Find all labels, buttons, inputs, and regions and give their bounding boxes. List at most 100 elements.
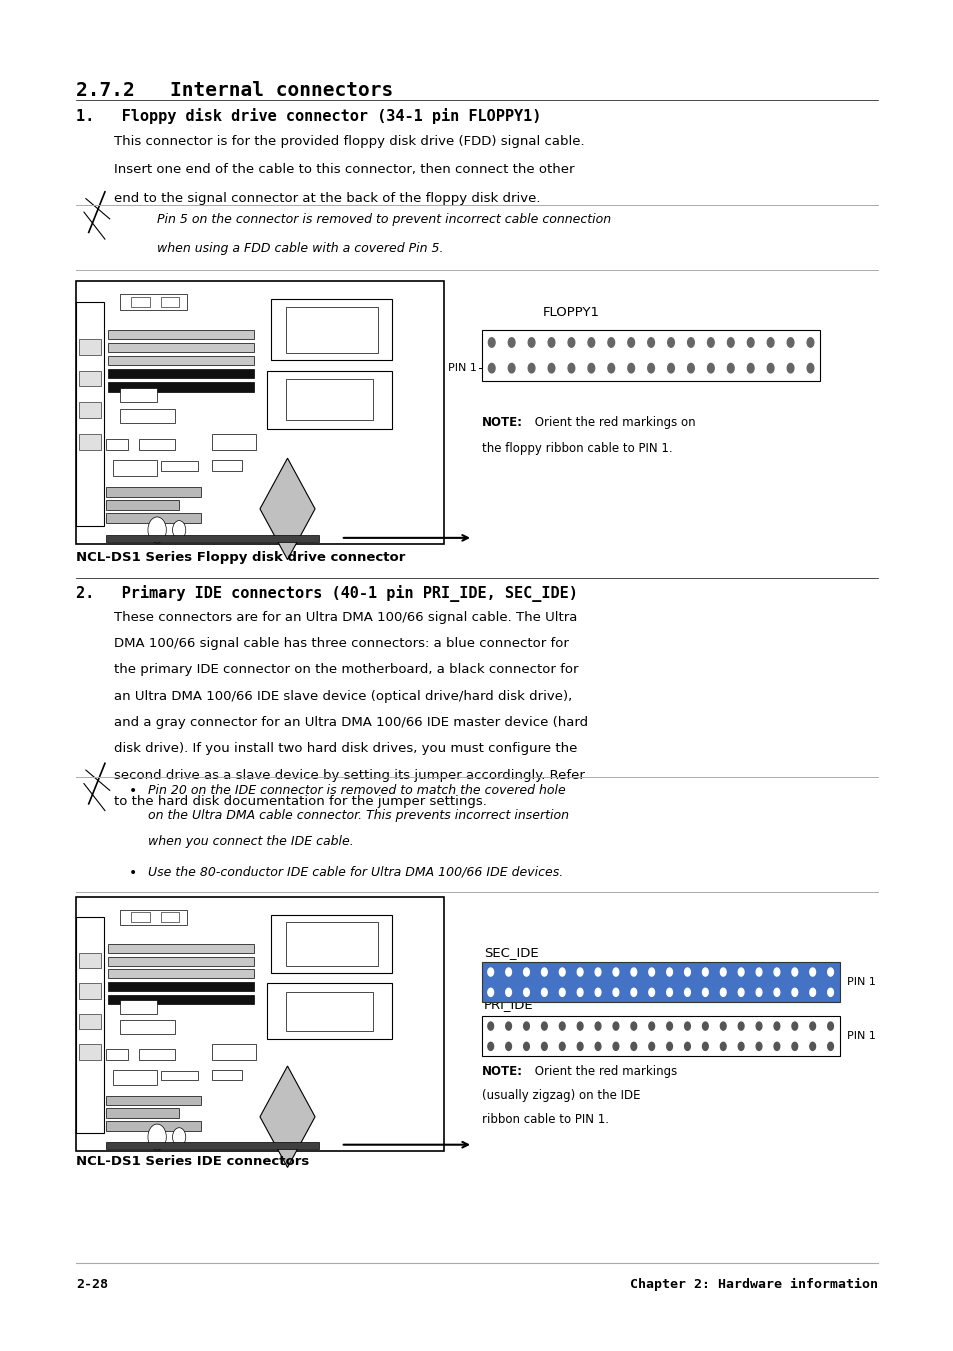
Text: disk drive). If you install two hard disk drives, you must configure the: disk drive). If you install two hard dis… bbox=[114, 742, 578, 755]
Bar bbox=[108, 357, 254, 365]
Text: ribbon cable to PIN 1.: ribbon cable to PIN 1. bbox=[481, 1113, 608, 1127]
Polygon shape bbox=[259, 1066, 314, 1167]
Circle shape bbox=[567, 363, 574, 373]
Circle shape bbox=[577, 1043, 582, 1051]
Circle shape bbox=[667, 338, 674, 347]
Circle shape bbox=[773, 1021, 779, 1029]
Circle shape bbox=[172, 520, 186, 539]
Bar bbox=[106, 1121, 201, 1131]
Circle shape bbox=[707, 338, 714, 347]
Bar bbox=[79, 434, 101, 450]
Bar bbox=[76, 303, 104, 526]
Circle shape bbox=[791, 989, 797, 997]
Circle shape bbox=[684, 1021, 690, 1029]
Bar bbox=[79, 403, 101, 417]
Bar bbox=[271, 915, 392, 973]
Circle shape bbox=[773, 1043, 779, 1051]
Circle shape bbox=[487, 967, 493, 975]
Circle shape bbox=[806, 363, 813, 373]
Circle shape bbox=[756, 989, 761, 997]
Text: and a gray connector for an Ultra DMA 100/66 IDE master device (hard: and a gray connector for an Ultra DMA 10… bbox=[114, 716, 588, 730]
Circle shape bbox=[766, 338, 773, 347]
Circle shape bbox=[505, 1021, 511, 1029]
Text: Pin 20 on the IDE connector is removed to match the covered hole: Pin 20 on the IDE connector is removed t… bbox=[148, 784, 565, 797]
Circle shape bbox=[738, 967, 743, 975]
Bar bbox=[120, 409, 175, 423]
Bar bbox=[106, 500, 179, 511]
Bar bbox=[212, 434, 256, 450]
Circle shape bbox=[687, 363, 694, 373]
Circle shape bbox=[595, 1043, 600, 1051]
Circle shape bbox=[595, 967, 600, 975]
Circle shape bbox=[505, 967, 511, 975]
Bar bbox=[481, 330, 820, 381]
Bar bbox=[161, 462, 197, 470]
Bar bbox=[106, 1108, 179, 1119]
Bar bbox=[108, 970, 254, 978]
Bar bbox=[286, 992, 373, 1031]
Circle shape bbox=[523, 1021, 529, 1029]
Circle shape bbox=[172, 1128, 186, 1147]
Circle shape bbox=[720, 989, 725, 997]
Bar bbox=[108, 382, 254, 392]
Circle shape bbox=[528, 363, 535, 373]
Circle shape bbox=[773, 989, 779, 997]
Circle shape bbox=[766, 363, 773, 373]
Bar bbox=[212, 461, 241, 470]
Text: to the hard disk documentation for the jumper settings.: to the hard disk documentation for the j… bbox=[114, 794, 487, 808]
Circle shape bbox=[648, 989, 654, 997]
Bar bbox=[108, 330, 254, 339]
Bar bbox=[106, 1142, 318, 1148]
Text: 2-28: 2-28 bbox=[76, 1278, 109, 1292]
Circle shape bbox=[667, 363, 674, 373]
Text: NOTE:: NOTE: bbox=[481, 1065, 522, 1078]
Bar bbox=[108, 944, 254, 952]
Bar bbox=[76, 917, 104, 1133]
Circle shape bbox=[577, 967, 582, 975]
Circle shape bbox=[523, 1043, 529, 1051]
Circle shape bbox=[738, 1043, 743, 1051]
Circle shape bbox=[738, 1021, 743, 1029]
Bar bbox=[108, 369, 254, 378]
Bar bbox=[267, 984, 392, 1039]
Circle shape bbox=[558, 967, 564, 975]
Bar bbox=[106, 513, 201, 523]
Bar bbox=[212, 1070, 241, 1079]
Circle shape bbox=[666, 1043, 672, 1051]
Bar bbox=[79, 370, 101, 386]
Bar bbox=[138, 439, 175, 450]
Circle shape bbox=[648, 1043, 654, 1051]
Circle shape bbox=[488, 338, 495, 347]
Circle shape bbox=[613, 1043, 618, 1051]
Circle shape bbox=[630, 1021, 636, 1029]
Circle shape bbox=[827, 989, 833, 997]
Circle shape bbox=[607, 363, 614, 373]
Bar bbox=[120, 388, 157, 403]
Bar bbox=[120, 295, 187, 309]
Circle shape bbox=[613, 1021, 618, 1029]
Circle shape bbox=[809, 989, 815, 997]
Bar bbox=[286, 380, 373, 420]
Bar bbox=[76, 897, 443, 1151]
Circle shape bbox=[786, 338, 793, 347]
Circle shape bbox=[756, 1021, 761, 1029]
Circle shape bbox=[487, 989, 493, 997]
Bar bbox=[120, 1000, 157, 1013]
Circle shape bbox=[701, 967, 707, 975]
Circle shape bbox=[791, 1043, 797, 1051]
Text: PIN 1: PIN 1 bbox=[448, 363, 476, 373]
Circle shape bbox=[720, 1021, 725, 1029]
Circle shape bbox=[727, 363, 734, 373]
Text: NCL-DS1 Series IDE connectors: NCL-DS1 Series IDE connectors bbox=[76, 1155, 309, 1169]
Circle shape bbox=[541, 967, 547, 975]
Text: NOTE:: NOTE: bbox=[481, 416, 522, 430]
Bar bbox=[79, 1013, 101, 1029]
Text: PIN 1: PIN 1 bbox=[846, 1031, 875, 1042]
Circle shape bbox=[684, 967, 690, 975]
Text: when using a FDD cable with a covered Pin 5.: when using a FDD cable with a covered Pi… bbox=[157, 242, 443, 255]
Text: end to the signal connector at the back of the floppy disk drive.: end to the signal connector at the back … bbox=[114, 192, 540, 205]
Text: when you connect the IDE cable.: when you connect the IDE cable. bbox=[148, 835, 354, 848]
Text: Pin 5 on the connector is removed to prevent incorrect cable connection: Pin 5 on the connector is removed to pre… bbox=[157, 213, 611, 227]
Circle shape bbox=[647, 363, 654, 373]
Circle shape bbox=[630, 989, 636, 997]
